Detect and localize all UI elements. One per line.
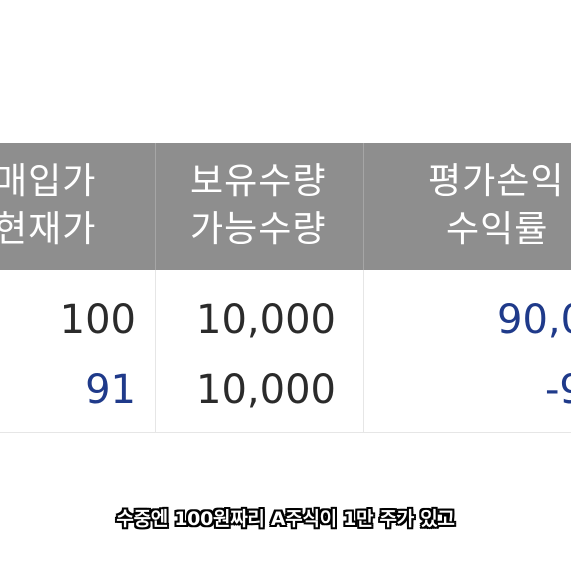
table-header	[0, 143, 571, 270]
row-divider	[155, 270, 156, 433]
header-available-qty: 가능수량	[190, 209, 327, 250]
purchase-price-value: 100	[59, 297, 136, 343]
header-divider	[363, 143, 364, 270]
header-col-quantity: 보유수량 가능수량	[156, 143, 363, 270]
header-current-price: 현재가	[0, 209, 97, 250]
return-rate-value: -9	[545, 367, 571, 413]
header-purchase-price: 매입가	[0, 161, 97, 202]
header-divider	[155, 143, 156, 270]
subtitle-caption: 수중엔 100원짜리 A주식이 1만 주가 있고	[116, 508, 455, 530]
header-return-rate: 수익률	[446, 209, 549, 250]
holding-qty-value: 10,000	[196, 297, 336, 343]
header-holding-qty: 보유수량	[190, 161, 327, 202]
row-bottom-rule	[0, 432, 571, 433]
header-valuation-pl: 평가손익	[428, 161, 565, 202]
holdings-table: 매입가 현재가 보유수량 가능수량 평가손익 수익률 100 91 10,000…	[0, 143, 571, 438]
available-qty-value: 10,000	[196, 367, 336, 413]
row-divider	[363, 270, 364, 433]
current-price-value: 91	[85, 367, 136, 413]
header-col-pl: 평가손익 수익률	[364, 143, 571, 270]
header-col-price: 매입가 현재가	[0, 143, 155, 270]
valuation-pl-value: 90,0	[497, 297, 571, 343]
table-row[interactable]	[0, 270, 571, 433]
